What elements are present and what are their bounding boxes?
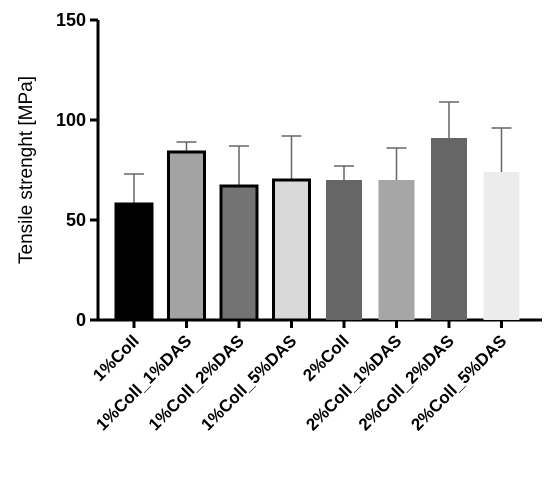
y-tick-label: 150 <box>56 10 86 30</box>
bar <box>167 150 206 322</box>
y-ticks: 0 50 100 150 <box>56 10 98 330</box>
y-axis-title: Tensile strenght [MPa] <box>16 76 37 264</box>
bar <box>431 138 467 320</box>
x-tick-label: 2%Coll_5%DAS <box>407 331 510 434</box>
x-tick-label: 1%Coll <box>89 331 143 385</box>
bar <box>326 180 362 320</box>
x-tick-label: 1%Coll_5%DAS <box>197 331 300 434</box>
bar <box>483 172 520 320</box>
axes <box>96 20 542 322</box>
x-tick-label: 2%Coll <box>299 331 353 385</box>
x-tick-label: 2%Coll_2%DAS <box>355 331 458 434</box>
y-tick-label: 50 <box>66 210 86 230</box>
x-tick-label: 2%Coll_1%DAS <box>302 331 405 434</box>
x-tick-label: 1%Coll_2%DAS <box>145 331 248 434</box>
y-tick-label: 100 <box>56 110 86 130</box>
x-ticks: 1%Coll1%Coll_1%DAS1%Coll_2%DAS1%Coll_5%D… <box>89 320 510 434</box>
bar <box>219 184 259 322</box>
bar <box>114 202 154 322</box>
bar <box>272 178 311 322</box>
y-tick-label: 0 <box>76 310 86 330</box>
bar <box>378 180 415 320</box>
x-tick-label: 1%Coll_1%DAS <box>92 331 195 434</box>
bars <box>114 101 520 322</box>
